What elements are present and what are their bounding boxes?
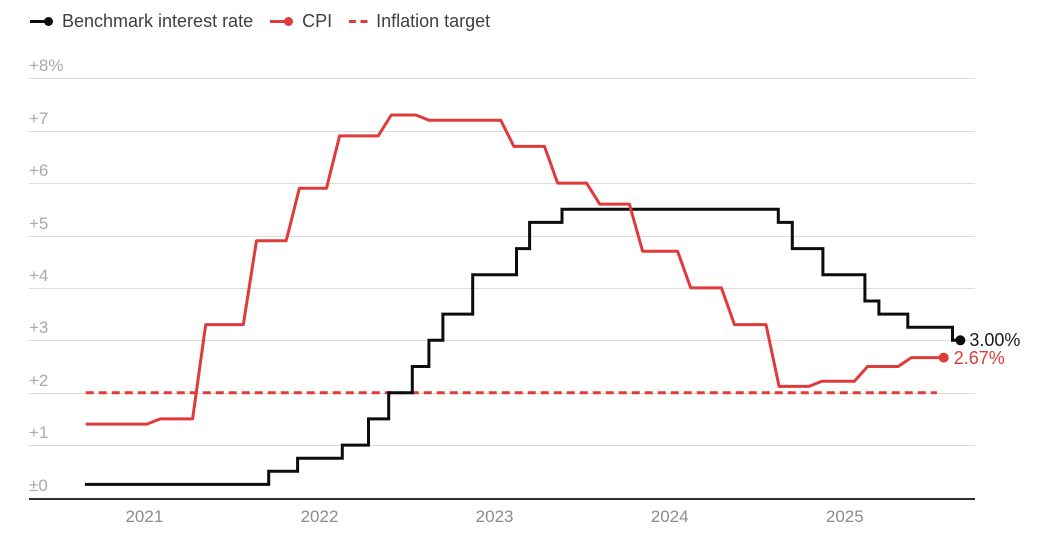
gridline [29,445,975,447]
legend-item-cpi: CPI [270,11,332,32]
cpi-line [85,113,944,426]
y-tick-label: +1 [29,423,49,443]
legend-label-benchmark: Benchmark interest rate [62,10,254,31]
gridline [29,78,975,80]
x-axis-line [29,498,975,501]
gridline [29,130,975,132]
benchmark-line [84,207,961,486]
y-tick-label: +5 [29,213,49,233]
y-tick-label: +7 [29,108,49,128]
x-tick-label: 2021 [125,507,164,526]
y-tick-label: +2 [29,370,49,390]
x-tick-label: 2025 [825,507,864,526]
y-tick-label: +3 [29,318,49,338]
legend-item-inflation-target: Inflation target [349,11,490,32]
y-tick-label: ±0 [29,475,48,495]
cpi-end-value-label: 2.67% [953,347,1005,368]
benchmark-end-dot [955,335,966,346]
cpi-legend-marker-icon [270,16,294,26]
gridline [29,183,975,185]
y-tick-label: +6 [29,161,49,181]
inflation-target-legend-marker-icon [349,19,369,23]
gridline [29,340,975,342]
y-tick-label: +4 [29,265,49,285]
cpi-end-dot [938,352,949,363]
legend: Benchmark interest rate CPI Inflation ta… [30,8,490,34]
gridline [29,235,975,237]
gridline [29,287,975,289]
x-tick-label: 2024 [650,507,689,526]
benchmark-end-value-label: 3.00% [969,330,1021,351]
y-tick-label: +8% [29,56,64,76]
benchmark-legend-marker-icon [30,16,53,26]
legend-item-benchmark: Benchmark interest rate [30,11,253,32]
legend-label-inflation-target: Inflation target [376,10,491,31]
legend-label-cpi: CPI [302,10,333,31]
x-tick-label: 2023 [475,507,514,526]
x-tick-label: 2022 [300,507,339,526]
